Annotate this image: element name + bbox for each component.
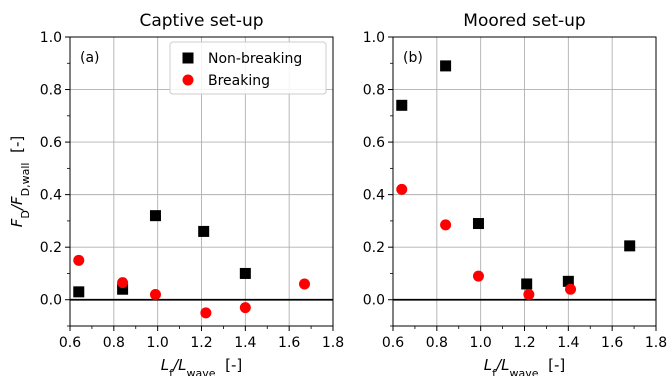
x-tick-label: 1.6 [278, 335, 300, 351]
panel-title: Moored set-up [463, 11, 585, 31]
x-tick-label: 1.0 [147, 335, 169, 351]
y-tick-label: 0.2 [363, 240, 385, 256]
y-tick-label: 0.0 [40, 293, 62, 309]
data-point-circle [565, 283, 577, 295]
panel-tag: (b) [403, 50, 423, 66]
x-tick-label: 1.6 [601, 335, 623, 351]
data-point-square [624, 240, 636, 252]
data-point-circle [200, 307, 212, 319]
x-tick-label: 1.8 [645, 335, 667, 351]
data-point-circle [440, 219, 452, 231]
x-tick-label: 1.4 [557, 335, 579, 351]
y-tick-label: 0.8 [40, 83, 62, 99]
data-point-square [562, 275, 574, 287]
y-axis-label: FD /FD,wall [-] [8, 136, 32, 228]
legend-entry-label: Non-breaking [208, 51, 302, 67]
x-axis-label: Lf /Lwave [-] [161, 356, 243, 376]
y-tick-label: 0.4 [363, 188, 385, 204]
y-tick-label: 0.6 [40, 135, 62, 151]
y-tick-label: 0.0 [363, 293, 385, 309]
legend-entry-label: Breaking [208, 73, 270, 89]
x-tick-label: 0.8 [103, 335, 125, 351]
y-tick-label: 0.6 [363, 135, 385, 151]
x-tick-label: 1.8 [322, 335, 344, 351]
data-point-circle [117, 277, 129, 289]
data-point-square [149, 210, 161, 222]
x-tick-label: 1.4 [234, 335, 256, 351]
legend: Non-breaking Breaking [169, 41, 327, 95]
data-point-square [472, 218, 484, 230]
panel-moored: 0.6 0.8 1.0 1.2 1.4 1.6 1.8 0.0 0.2 0.4 0.6 0.8 1.0 M… [363, 11, 667, 376]
data-point-circle [149, 288, 161, 300]
panel-title: Captive set-up [139, 11, 263, 31]
series-non-breaking [396, 60, 636, 290]
data-point-square [117, 283, 129, 295]
y-tick-label: 1.0 [40, 30, 62, 46]
x-axis-label: Lf /Lwave [-] [484, 356, 566, 376]
x-tick-label: 1.2 [190, 335, 212, 351]
series-non-breaking [73, 210, 251, 298]
y-tick-label: 0.4 [40, 188, 62, 204]
y-tick-label: 0.2 [40, 240, 62, 256]
legend-marker-circle [182, 74, 194, 86]
y-tick-label: 0.8 [363, 83, 385, 99]
data-point-circle [299, 278, 311, 290]
data-point-circle [396, 183, 408, 195]
data-point-square [198, 225, 210, 237]
x-tick-label: 1.0 [470, 335, 492, 351]
x-tick-label: 0.6 [382, 335, 404, 351]
x-tick-label: 1.2 [513, 335, 535, 351]
x-tick-label: 0.6 [59, 335, 81, 351]
data-point-square [440, 60, 452, 72]
panel-captive: 0.6 0.8 1.0 1.2 1.4 1.6 1.8 0.0 0.2 0.4 0.6 0.8 1.0 C… [8, 11, 344, 376]
panel-tag: (a) [80, 50, 100, 66]
data-point-square [239, 267, 251, 279]
data-point-circle [73, 254, 85, 266]
legend-box [169, 41, 327, 95]
data-point-circle [239, 302, 251, 314]
y-tick-label: 1.0 [363, 30, 385, 46]
x-tick-label: 0.8 [426, 335, 448, 351]
series-breaking [73, 254, 311, 319]
data-point-circle [523, 288, 535, 300]
legend-marker-square [182, 52, 194, 64]
data-point-square [521, 278, 533, 290]
data-point-circle [472, 270, 484, 282]
data-point-square [73, 286, 85, 298]
data-point-square [396, 99, 408, 111]
series-breaking [396, 183, 577, 300]
